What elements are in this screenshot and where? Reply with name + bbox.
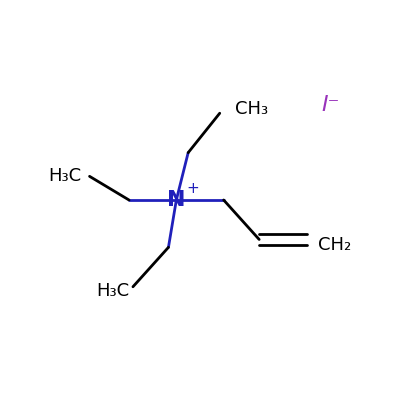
Text: CH₂: CH₂ bbox=[318, 236, 352, 254]
Text: CH₃: CH₃ bbox=[236, 100, 269, 118]
Text: I⁻: I⁻ bbox=[321, 95, 339, 115]
Text: H₃C: H₃C bbox=[96, 282, 129, 300]
Text: N: N bbox=[167, 190, 186, 210]
Text: H₃C: H₃C bbox=[48, 167, 82, 185]
Text: +: + bbox=[186, 182, 199, 196]
